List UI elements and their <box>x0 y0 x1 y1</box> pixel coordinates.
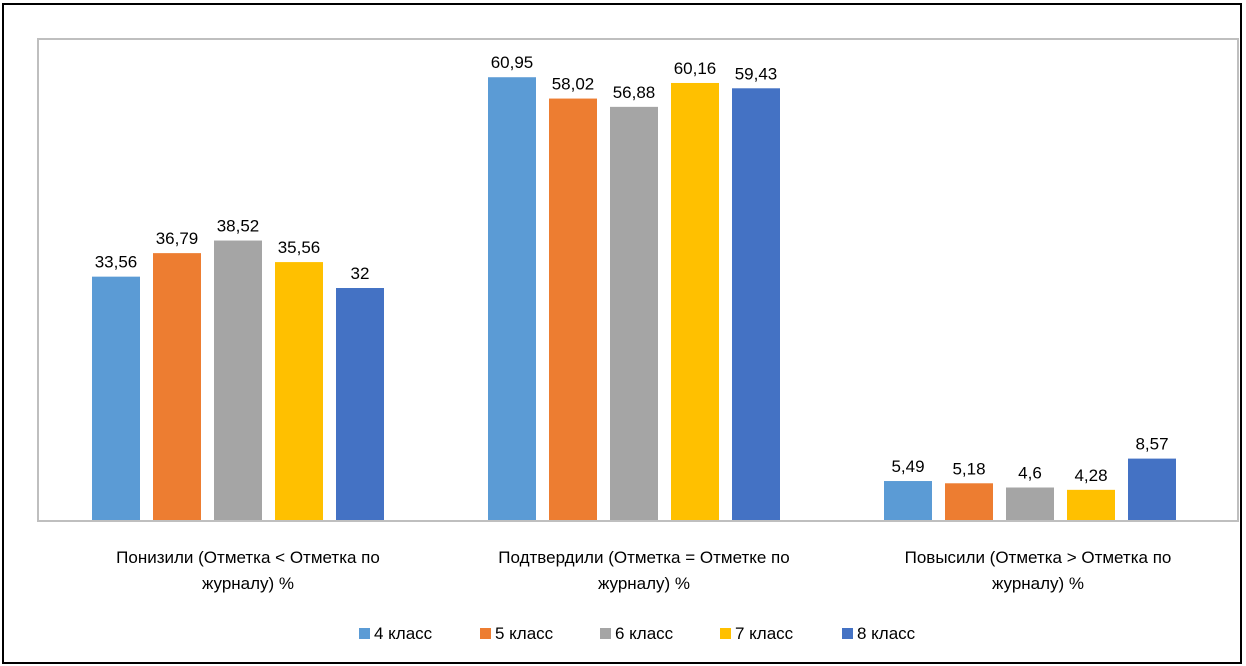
data-label: 35,56 <box>278 238 321 257</box>
legend-swatch <box>720 628 731 639</box>
data-label: 5,18 <box>952 459 985 478</box>
bar-6-класс-cat3 <box>1006 487 1054 521</box>
legend-swatch <box>480 628 491 639</box>
bar-8-класс-cat1 <box>336 288 384 521</box>
category-label: журналу) % <box>598 574 690 593</box>
data-label: 38,52 <box>217 217 260 236</box>
bar-4-класс-cat2 <box>488 77 536 522</box>
category-label: Подтвердили (Отметка = Отметке по <box>498 548 789 567</box>
data-label: 59,43 <box>735 64 778 83</box>
bar-7-класс-cat3 <box>1067 489 1115 521</box>
bar-7-класс-cat2 <box>671 82 719 521</box>
category-label: журналу) % <box>992 574 1084 593</box>
legend-entry-label: 6 класс <box>615 624 674 643</box>
legend-entry-label: 4 класс <box>374 624 433 643</box>
data-label: 60,16 <box>674 59 717 78</box>
bar-4-класс-cat1 <box>92 276 140 521</box>
data-label: 4,6 <box>1018 464 1042 483</box>
bar-6-класс-cat2 <box>610 106 658 521</box>
bar-6-класс-cat1 <box>214 240 262 521</box>
category-label: Повысили (Отметка > Отметка по <box>905 548 1172 567</box>
bar-8-класс-cat3 <box>1128 458 1176 521</box>
data-label: 36,79 <box>156 229 199 248</box>
category-labels-layer: Понизили (Отметка < Отметка по журналу) %… <box>116 548 1171 593</box>
legend-swatch <box>359 628 370 639</box>
data-label: 8,57 <box>1135 435 1168 454</box>
legend-swatch <box>842 628 853 639</box>
category-label: Понизили (Отметка < Отметка по <box>116 548 380 567</box>
bar-5-класс-cat3 <box>945 483 993 521</box>
bar-7-класс-cat1 <box>275 262 323 521</box>
data-label: 56,88 <box>613 83 656 102</box>
bar-8-класс-cat2 <box>732 88 780 521</box>
value-labels-layer: 33,56 60,95 5,49 36,79 58,02 5,18 38,52 56,88 4,… <box>95 53 1169 485</box>
bars-layer <box>92 77 1176 522</box>
legend-entry-label: 8 класс <box>857 624 916 643</box>
category-label: журналу) % <box>202 574 294 593</box>
data-label: 5,49 <box>891 457 924 476</box>
data-label: 60,95 <box>491 53 534 72</box>
bar-5-класс-cat1 <box>153 253 201 521</box>
data-label: 32 <box>351 264 370 283</box>
data-label: 33,56 <box>95 253 138 272</box>
bar-4-класс-cat3 <box>884 481 932 521</box>
bar-5-класс-cat2 <box>549 98 597 521</box>
data-label: 58,02 <box>552 75 595 94</box>
legend-swatch <box>600 628 611 639</box>
bar-chart: 33,56 60,95 5,49 36,79 58,02 5,18 38,52 56,88 4,… <box>37 38 1239 643</box>
legend-entry-label: 7 класс <box>735 624 794 643</box>
data-label: 4,28 <box>1074 466 1107 485</box>
legend: 4 класс 5 класс 6 класс 7 класс 8 класс <box>359 624 916 643</box>
legend-entry-label: 5 класс <box>495 624 554 643</box>
chart-frame: 33,56 60,95 5,49 36,79 58,02 5,18 38,52 56,88 4,… <box>2 3 1242 664</box>
